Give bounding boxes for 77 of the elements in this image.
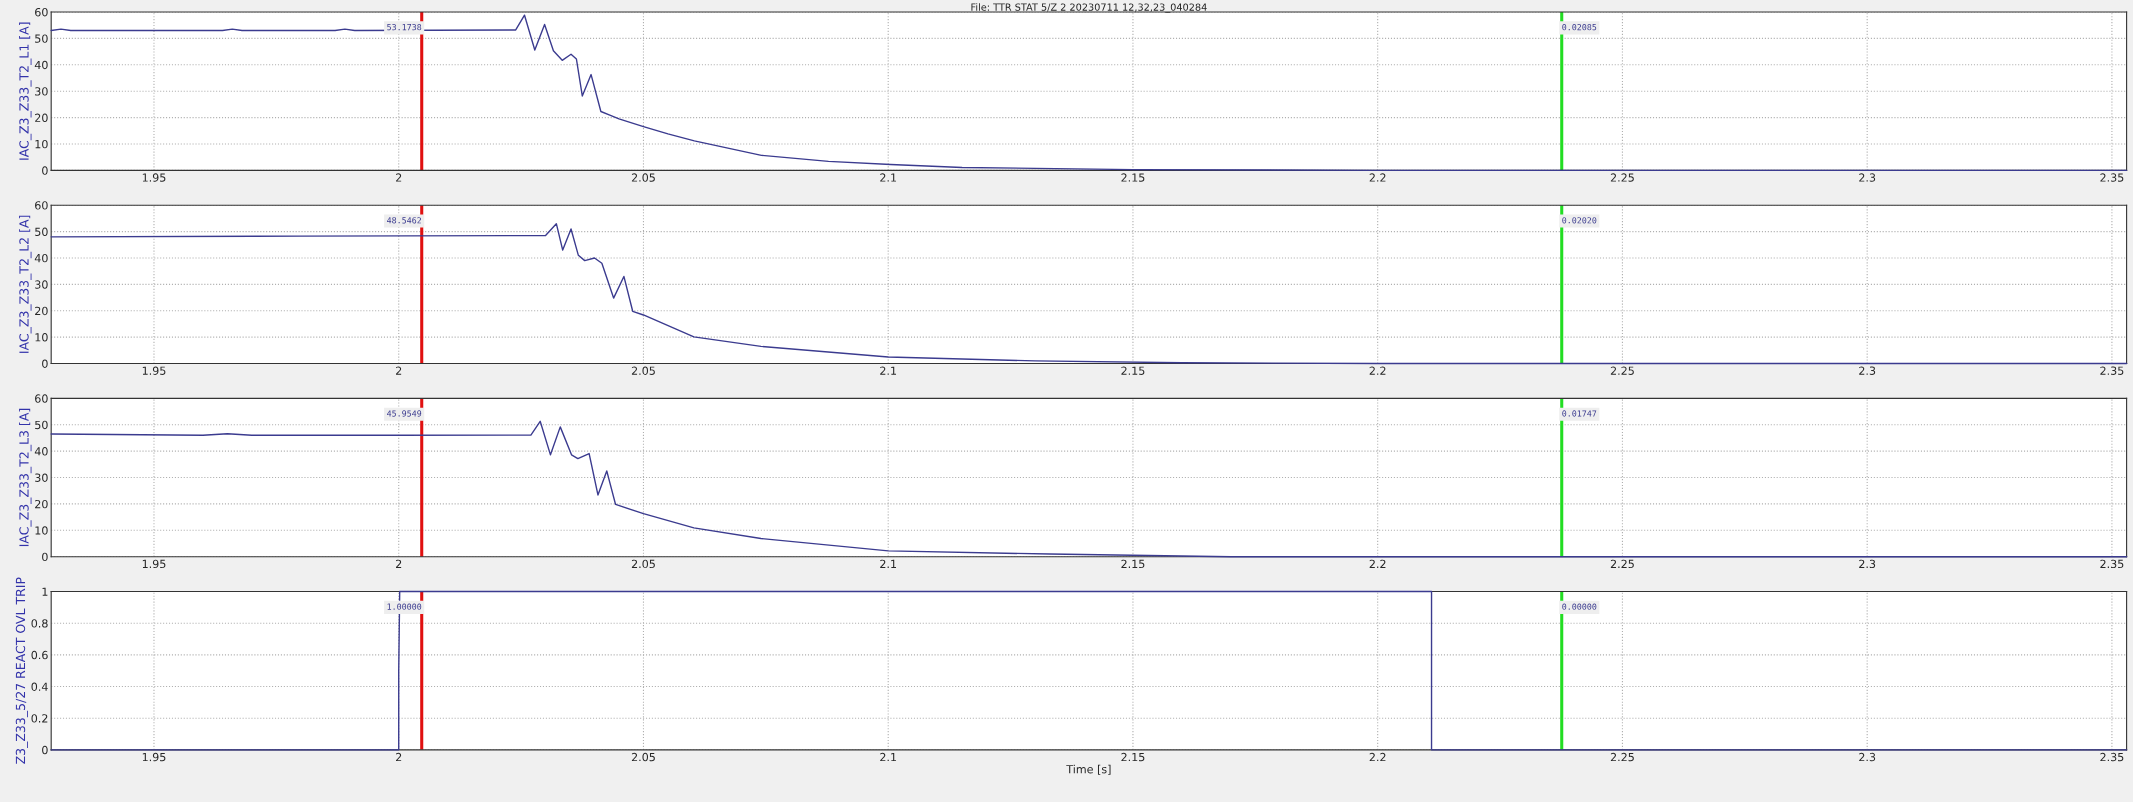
y-tick-label: 0.2	[31, 714, 48, 723]
annotation: 45.9549	[387, 410, 422, 417]
y-tick-label: 0	[42, 745, 48, 755]
x-tick-label: 1.95	[142, 366, 166, 375]
x-tick-label: 2.35	[2100, 173, 2124, 182]
y-tick-label: 0	[42, 552, 48, 562]
x-tick-label: 2.15	[1121, 173, 1145, 182]
x-tick-label: 2.05	[631, 559, 655, 569]
x-tick-label: 2.05	[631, 752, 655, 762]
x-tick-label: 2.35	[2100, 559, 2124, 569]
x-tick-label: 2	[396, 752, 402, 762]
y-tick-label: 60	[35, 8, 48, 17]
y-tick-label: 40	[34, 447, 48, 456]
y-tick-label: 0	[42, 359, 48, 368]
x-tick-label: 2.15	[1121, 366, 1145, 375]
annotation: 53.1738	[387, 24, 422, 31]
x-tick-label: 2.1	[880, 559, 897, 568]
y-tick-label: 10	[35, 333, 48, 342]
y-tick-label: 0.8	[31, 619, 48, 628]
x-tick-label: 1.95	[142, 752, 166, 762]
x-tick-label: 1.95	[142, 173, 166, 182]
x-tick-label: 2.35	[2100, 366, 2124, 375]
x-tick-label: 2.2	[1369, 173, 1386, 182]
x-axis-title: Time [s]	[1066, 764, 1111, 775]
y-axis-title: IAC_Z3_Z33_T2_L1 [A]	[19, 22, 32, 160]
y-tick-label: 20	[35, 306, 48, 316]
x-tick-label: 2.25	[1610, 559, 1634, 569]
y-tick-label: 10	[35, 139, 48, 149]
x-tick-label: 2.25	[1610, 173, 1634, 182]
x-tick-label: 2.15	[1121, 559, 1145, 569]
annotation: 0.00000	[1562, 603, 1597, 610]
x-tick-label: 2	[396, 366, 402, 375]
y-tick-label: 0.4	[31, 682, 48, 691]
x-tick-label: 2.3	[1859, 366, 1876, 375]
y-axis-title: IAC_Z3_Z33_T2_L3 [A]	[19, 408, 32, 547]
x-tick-label: 2.25	[1610, 366, 1634, 375]
x-tick-label: 2.2	[1369, 752, 1386, 762]
y-tick-label: 50	[35, 34, 48, 43]
y-axis-title: IAC_Z3_Z33_T2_L2 [A]	[19, 215, 32, 353]
y-tick-label: 0	[42, 166, 48, 175]
x-tick-label: 2.1	[880, 752, 897, 762]
y-tick-label: 0.6	[31, 650, 48, 660]
x-tick-label: 2.2	[1369, 366, 1386, 375]
x-tick-label: 2.25	[1610, 752, 1634, 762]
x-tick-label: 2.05	[631, 366, 655, 375]
x-tick-label: 2.3	[1859, 752, 1876, 762]
y-tick-label: 50	[35, 420, 48, 430]
y-tick-label: 10	[35, 526, 48, 535]
y-tick-label: 30	[35, 280, 48, 289]
y-tick-label: 40	[34, 253, 48, 263]
annotation: 0.02020	[1562, 217, 1597, 224]
x-tick-label: 2.15	[1121, 752, 1145, 762]
y-tick-label: 20	[35, 113, 48, 122]
x-tick-label: 2.35	[2100, 752, 2124, 762]
chart-title: File: TTR STAT 5/Z 2 20230711 12,32,23_040284	[971, 3, 1207, 13]
x-tick-label: 2.2	[1369, 559, 1386, 568]
y-tick-label: 30	[35, 473, 48, 482]
x-tick-label: 2.1	[880, 366, 897, 375]
y-tick-label: 30	[35, 87, 48, 96]
y-tick-label: 1	[42, 587, 48, 596]
x-tick-label: 2.05	[631, 173, 655, 182]
y-axis-title: Z3_Z33_5/27 REACT OVL TRIP	[15, 577, 28, 764]
x-tick-label: 2.3	[1859, 173, 1876, 182]
y-tick-label: 60	[35, 394, 48, 403]
x-tick-label: 2	[396, 173, 402, 182]
y-tick-label: 60	[35, 201, 48, 210]
annotation: 0.02085	[1562, 24, 1597, 31]
x-tick-label: 1.95	[142, 559, 166, 569]
annotation: 0.01747	[1562, 410, 1597, 417]
y-tick-label: 20	[35, 499, 48, 509]
x-tick-label: 2.3	[1859, 559, 1876, 569]
annotation: 48.5462	[387, 217, 422, 224]
y-tick-label: 50	[35, 227, 48, 236]
x-tick-label: 2.1	[880, 173, 897, 182]
y-tick-label: 40	[34, 60, 48, 70]
x-tick-label: 2	[396, 559, 402, 568]
annotation: 1.00000	[387, 603, 422, 610]
